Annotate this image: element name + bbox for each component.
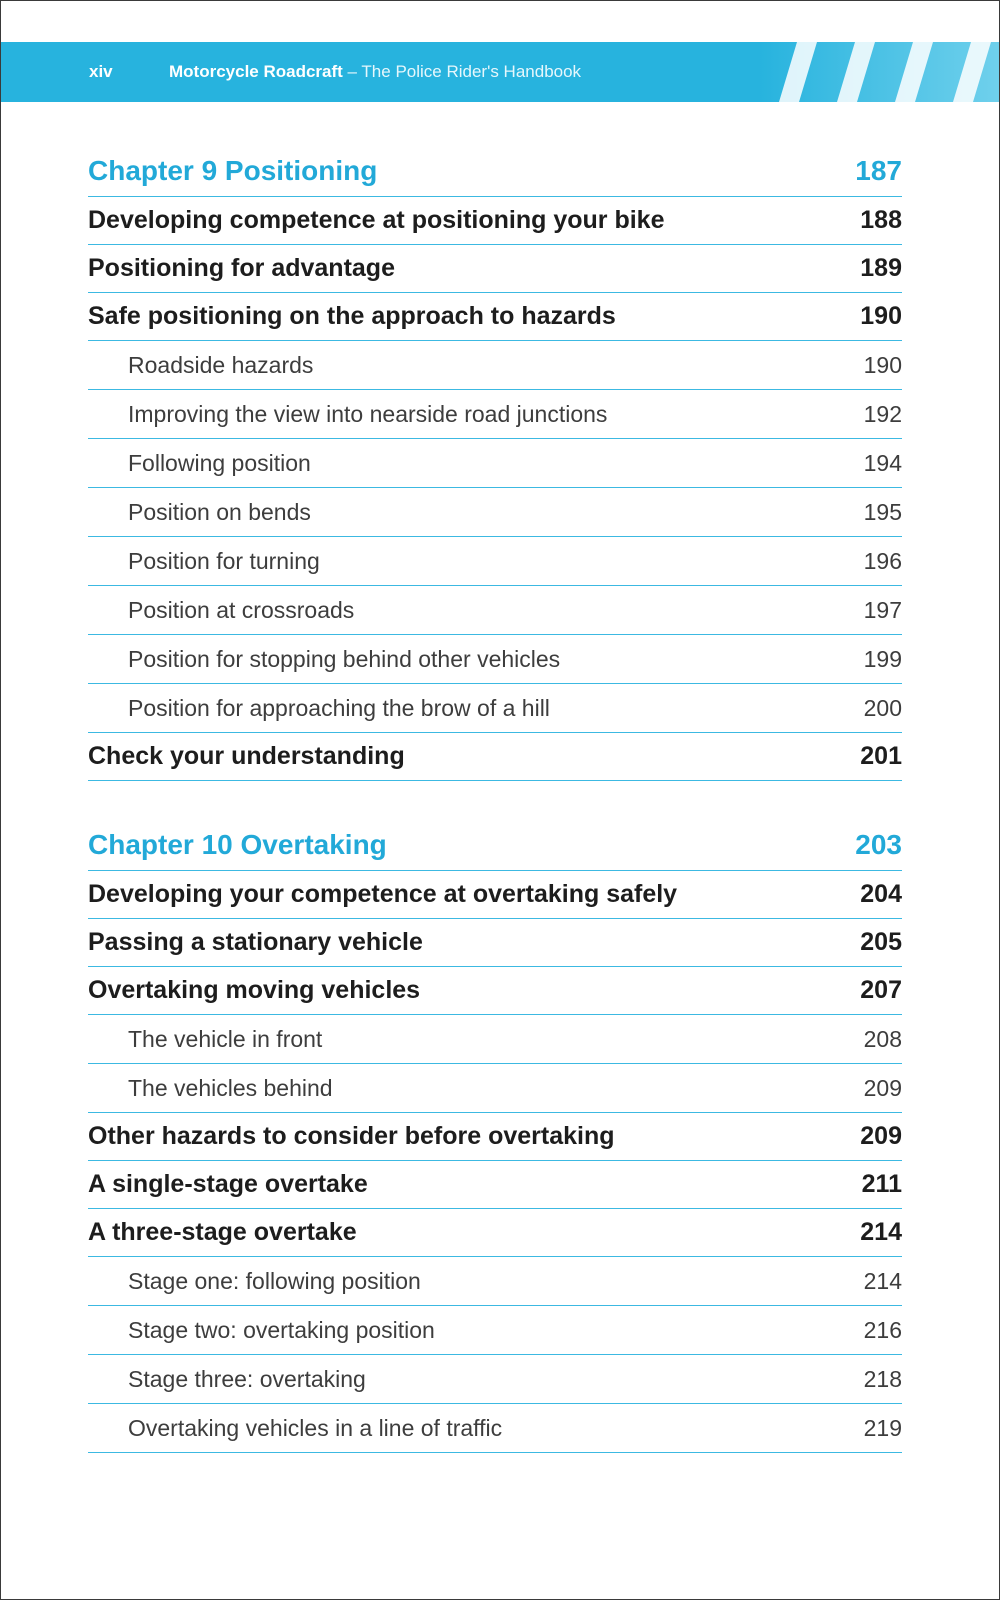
toc-entry-page-number: 189 bbox=[860, 254, 902, 282]
toc-entry: A three-stage overtake 214 bbox=[88, 1209, 902, 1257]
toc-entry-page-number: 190 bbox=[860, 302, 902, 330]
toc-entry-page-number: 209 bbox=[860, 1122, 902, 1150]
toc-entry-page-number: 207 bbox=[860, 976, 902, 1004]
running-header: xiv Motorcycle Roadcraft – The Police Ri… bbox=[1, 42, 999, 102]
toc-subentry-page-number: 195 bbox=[863, 498, 902, 525]
toc-subentry-page-number: 197 bbox=[863, 596, 902, 623]
chapter-heading-page-number: 187 bbox=[855, 154, 902, 186]
toc-subentry-title: Stage one: following position bbox=[128, 1267, 421, 1294]
toc-subentry-page-number: 219 bbox=[863, 1414, 902, 1441]
toc-entry: Other hazards to consider before overtak… bbox=[88, 1113, 902, 1161]
toc-subentry-title: Roadside hazards bbox=[128, 351, 314, 378]
toc-subentry-title: Position for approaching the brow of a h… bbox=[128, 694, 550, 721]
toc-subentry-page-number: 196 bbox=[863, 547, 902, 574]
toc-subentry: Stage three: overtaking 218 bbox=[88, 1355, 902, 1404]
toc-subentry-title: The vehicles behind bbox=[128, 1074, 333, 1101]
chapter-heading: Chapter 10 Overtaking 203 bbox=[88, 819, 902, 871]
toc-section: Chapter 9 Positioning 187 Developing compe… bbox=[88, 145, 902, 781]
toc-entry-title: Overtaking moving vehicles bbox=[88, 976, 421, 1004]
title-separator: – bbox=[342, 62, 362, 81]
toc-subentry: Position for approaching the brow of a h… bbox=[88, 684, 902, 733]
chapter-heading-title: Chapter 9 Positioning bbox=[88, 154, 378, 186]
toc-subentry: Position for turning 196 bbox=[88, 537, 902, 586]
toc-entry-title: Developing your competence at overtaking… bbox=[88, 880, 678, 908]
toc-entry: Positioning for advantage 189 bbox=[88, 245, 902, 293]
toc-subentry: Position on bends 195 bbox=[88, 488, 902, 537]
chapter-heading-title: Chapter 10 Overtaking bbox=[88, 828, 387, 860]
toc-entry: Check your understanding 201 bbox=[88, 733, 902, 781]
running-title: Motorcycle Roadcraft – The Police Rider'… bbox=[169, 62, 581, 82]
toc-entry-page-number: 188 bbox=[860, 206, 902, 234]
toc-entry-page-number: 204 bbox=[860, 880, 902, 908]
toc-subentry-page-number: 194 bbox=[863, 449, 902, 476]
toc-subentry-page-number: 199 bbox=[863, 645, 902, 672]
toc-entry: A single-stage overtake 211 bbox=[88, 1161, 902, 1209]
toc-subentry-title: Position for stopping behind other vehic… bbox=[128, 645, 561, 672]
toc-subentry-title: Overtaking vehicles in a line of traffic bbox=[128, 1414, 503, 1441]
toc-subentry: Improving the view into nearside road ju… bbox=[88, 390, 902, 439]
book-title: Motorcycle Roadcraft bbox=[169, 62, 343, 81]
toc-entry-page-number: 205 bbox=[860, 928, 902, 956]
toc-section: Chapter 10 Overtaking 203 Developing your … bbox=[88, 819, 902, 1453]
toc-subentry-title: Position on bends bbox=[128, 498, 311, 525]
page-folio: xiv bbox=[89, 62, 113, 81]
toc-entry-title: Safe positioning on the approach to haza… bbox=[88, 302, 616, 330]
toc-entry-page-number: 214 bbox=[860, 1218, 902, 1246]
toc-entry: Overtaking moving vehicles 207 bbox=[88, 967, 902, 1015]
table-of-contents: Chapter 9 Positioning 187 Developing compe… bbox=[88, 145, 902, 1453]
toc-subentry: Stage one: following position 214 bbox=[88, 1257, 902, 1306]
toc-subentry-page-number: 192 bbox=[863, 400, 902, 427]
toc-subentry: The vehicle in front 208 bbox=[88, 1015, 902, 1064]
chapter-heading-page-number: 203 bbox=[855, 828, 902, 860]
toc-subentry-title: Stage three: overtaking bbox=[128, 1365, 366, 1392]
toc-entry: Safe positioning on the approach to haza… bbox=[88, 293, 902, 341]
header-stripe-decoration bbox=[759, 42, 999, 102]
toc-subentry: Position for stopping behind other vehic… bbox=[88, 635, 902, 684]
toc-subentry-page-number: 209 bbox=[863, 1074, 902, 1101]
toc-subentry-title: Stage two: overtaking position bbox=[128, 1316, 435, 1343]
book-subtitle: The Police Rider's Handbook bbox=[361, 62, 582, 81]
toc-subentry-title: Improving the view into nearside road ju… bbox=[128, 400, 608, 427]
toc-subentry-page-number: 190 bbox=[863, 351, 902, 378]
toc-entry-title: Check your understanding bbox=[88, 742, 405, 770]
toc-subentry-page-number: 214 bbox=[863, 1267, 902, 1294]
toc-entry-title: A three-stage overtake bbox=[88, 1218, 357, 1246]
toc-subentry-page-number: 216 bbox=[863, 1316, 902, 1343]
toc-subentry-page-number: 200 bbox=[863, 694, 902, 721]
toc-entry: Developing your competence at overtaking… bbox=[88, 871, 902, 919]
toc-subentry: Overtaking vehicles in a line of traffic… bbox=[88, 1404, 902, 1453]
chapter-heading: Chapter 9 Positioning 187 bbox=[88, 145, 902, 197]
toc-entry-title: Other hazards to consider before overtak… bbox=[88, 1122, 615, 1150]
toc-entry: Passing a stationary vehicle 205 bbox=[88, 919, 902, 967]
toc-entry-title: A single-stage overtake bbox=[88, 1170, 368, 1198]
toc-subentry-title: Position for turning bbox=[128, 547, 320, 574]
toc-subentry-title: Position at crossroads bbox=[128, 596, 355, 623]
toc-subentry: Stage two: overtaking position 216 bbox=[88, 1306, 902, 1355]
toc-entry-title: Positioning for advantage bbox=[88, 254, 395, 282]
toc-subentry-page-number: 208 bbox=[863, 1025, 902, 1052]
toc-subentry: Roadside hazards 190 bbox=[88, 341, 902, 390]
toc-subentry: The vehicles behind 209 bbox=[88, 1064, 902, 1113]
toc-subentry: Position at crossroads 197 bbox=[88, 586, 902, 635]
toc-entry-title: Developing competence at positioning you… bbox=[88, 206, 665, 234]
toc-entry-page-number: 211 bbox=[861, 1170, 902, 1198]
toc-subentry-title: Following position bbox=[128, 449, 311, 476]
toc-subentry-page-number: 218 bbox=[863, 1365, 902, 1392]
toc-entry-title: Passing a stationary vehicle bbox=[88, 928, 423, 956]
toc-entry-page-number: 201 bbox=[860, 742, 902, 770]
toc-subentry-title: The vehicle in front bbox=[128, 1025, 323, 1052]
toc-subentry: Following position 194 bbox=[88, 439, 902, 488]
toc-entry: Developing competence at positioning you… bbox=[88, 197, 902, 245]
